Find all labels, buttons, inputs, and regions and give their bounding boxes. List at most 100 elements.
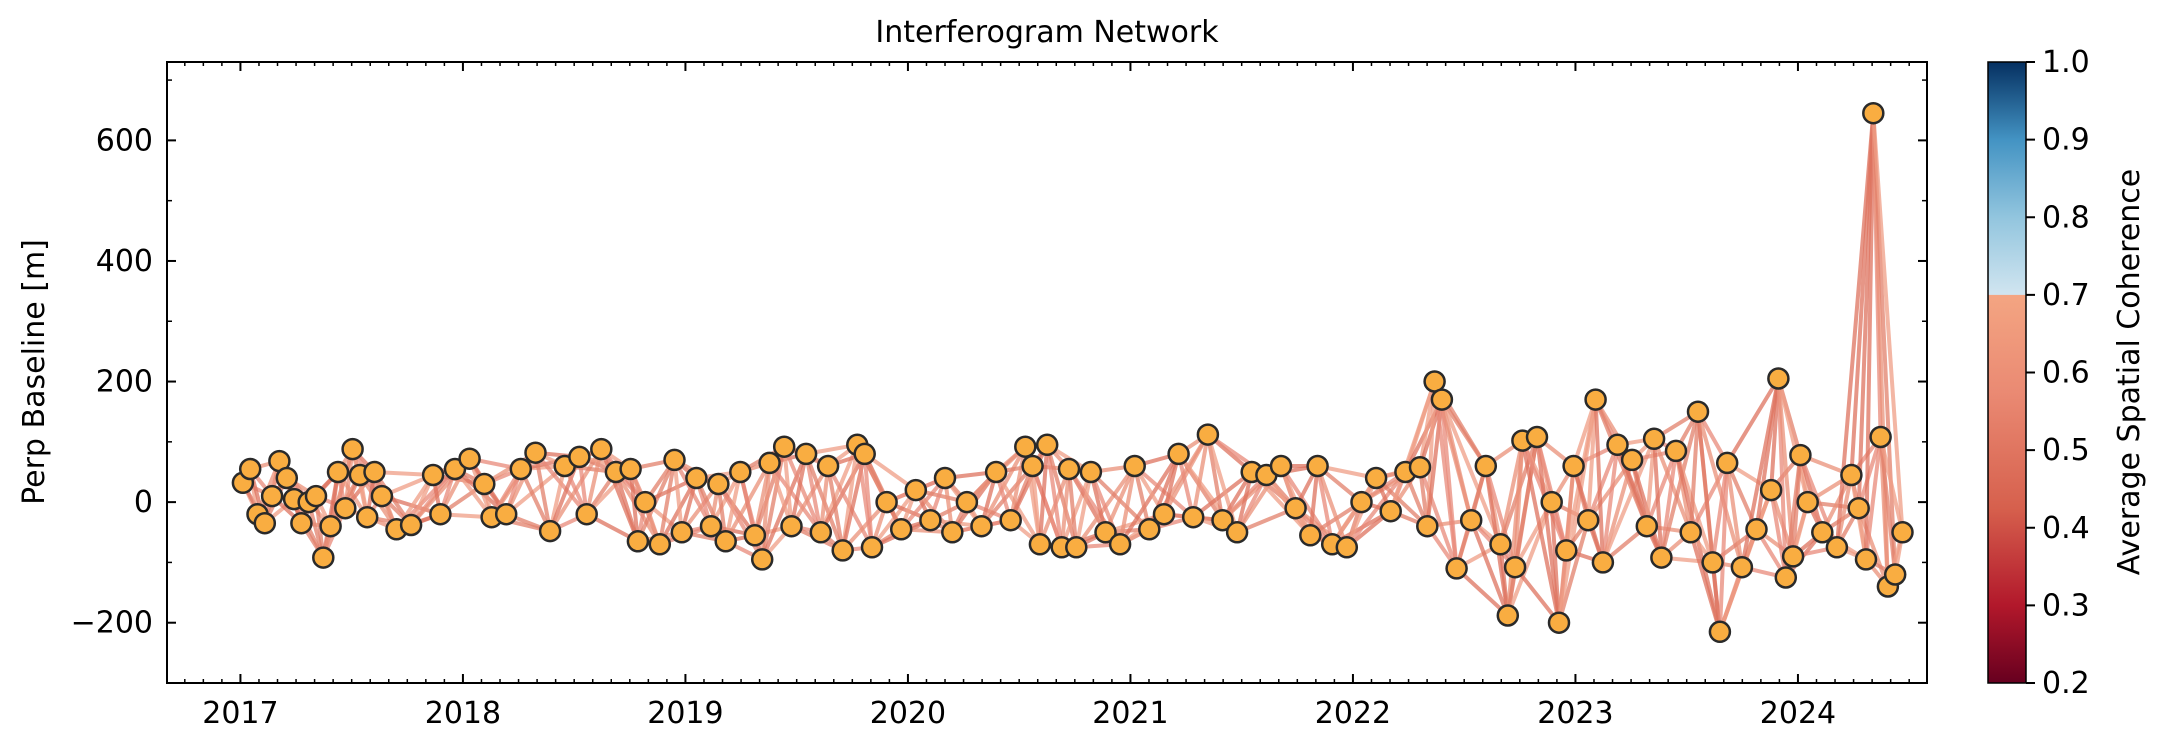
acquisition-point <box>1196 423 1220 446</box>
acquisition-point <box>1664 439 1688 463</box>
network-edge <box>504 450 538 517</box>
network-edge <box>1498 542 1510 618</box>
acquisition-point <box>1825 536 1849 559</box>
network-edge <box>1878 435 1905 535</box>
acquisition-point <box>633 490 657 514</box>
network-edge <box>1600 442 1620 565</box>
acquisition-point <box>1715 451 1739 475</box>
network-edge <box>1344 470 1408 550</box>
acquisition-point <box>780 514 803 538</box>
acquisition-point <box>933 466 957 490</box>
network-edge <box>1418 465 1459 571</box>
acquisition-point <box>1014 435 1037 458</box>
acquisition-point <box>772 435 796 458</box>
network-edge <box>1725 460 1744 570</box>
colorbar-tick-label: 0.5 <box>2042 433 2090 468</box>
network-edge <box>1644 436 1657 529</box>
network-edge <box>1008 444 1028 523</box>
network-edge <box>1315 464 1335 547</box>
acquisition-point <box>1730 555 1754 579</box>
network-edge <box>1513 565 1561 625</box>
acquisition-point <box>1108 533 1132 556</box>
acquisition-point <box>648 533 672 556</box>
acquisition-point <box>1028 533 1052 556</box>
acquisition-point <box>1591 551 1615 574</box>
acquisition-point <box>304 484 328 508</box>
network-edge <box>1864 111 1876 562</box>
acquisition-point <box>1408 455 1432 479</box>
x-tick-label: 2021 <box>1092 696 1168 731</box>
acquisition-point <box>1123 454 1146 478</box>
acquisition-point <box>1079 460 1103 484</box>
acquisition-point <box>473 472 496 496</box>
acquisition-point <box>875 490 898 514</box>
colorbar-tick-label: 0.6 <box>2042 356 2090 391</box>
acquisition-point <box>1284 496 1307 520</box>
acquisition-point <box>984 460 1008 484</box>
network-edge <box>1045 442 1079 550</box>
acquisition-point <box>1503 555 1527 579</box>
acquisition-point <box>429 502 452 526</box>
acquisition-point <box>794 442 818 466</box>
network-edge <box>1586 397 1598 523</box>
acquisition-point <box>1416 514 1439 538</box>
x-tick-label: 2019 <box>647 696 723 731</box>
network-edge <box>1696 409 1744 570</box>
acquisition-point <box>524 441 547 464</box>
network-edge <box>1045 442 1064 550</box>
network-edge <box>1600 436 1657 565</box>
network-edge <box>1505 500 1554 618</box>
acquisition-points <box>231 101 1914 644</box>
acquisition-point <box>1459 508 1483 532</box>
network-edge <box>1067 467 1079 550</box>
network-edge <box>1725 376 1781 465</box>
acquisition-point <box>341 437 364 461</box>
network-edge <box>1439 397 1503 547</box>
colorbar-label: Average Spatial Coherence <box>2112 169 2147 575</box>
acquisition-point <box>955 490 979 514</box>
network-edge <box>789 451 809 529</box>
network-edge <box>1717 460 1730 634</box>
acquisition-point <box>999 508 1022 532</box>
network-edge <box>1191 432 1210 520</box>
y-axis-label: Perp Baseline [m] <box>17 239 52 505</box>
acquisition-point <box>238 457 262 481</box>
network-edge <box>1403 379 1437 474</box>
acquisition-point <box>707 472 730 496</box>
network-edge <box>716 482 765 562</box>
network-edge <box>1374 476 1430 529</box>
acquisition-point <box>1854 548 1878 571</box>
acquisition-point <box>1562 454 1585 478</box>
acquisition-point <box>1759 478 1783 502</box>
acquisition-point <box>1306 454 1329 478</box>
acquisition-point <box>729 460 752 484</box>
acquisition-point <box>319 514 342 538</box>
acquisition-point <box>458 447 481 470</box>
acquisition-point <box>1555 539 1578 562</box>
y-tick-label: −200 <box>71 606 153 641</box>
y-axis: −200 0 200 400 600 <box>71 79 1927 641</box>
acquisition-point <box>1379 499 1402 523</box>
acquisition-point <box>1883 563 1907 586</box>
network-edge <box>1118 451 1181 547</box>
acquisition-point <box>816 454 840 478</box>
network-edge <box>979 464 1035 529</box>
network-edge <box>628 467 640 544</box>
network-edge <box>1118 464 1137 547</box>
acquisition-point <box>1299 524 1322 547</box>
acquisition-point <box>509 457 533 481</box>
acquisition-point <box>1540 490 1563 514</box>
colorbar-tick-label: 0.2 <box>2042 666 2090 701</box>
network-edge <box>1520 438 1561 625</box>
acquisition-point <box>758 451 781 475</box>
acquisition-point <box>334 496 357 520</box>
acquisition-point <box>1035 433 1059 457</box>
colorbar-tick-label: 0.8 <box>2042 200 2090 235</box>
acquisition-point <box>590 437 613 461</box>
acquisition-point <box>1811 521 1834 544</box>
acquisition-point <box>1430 388 1454 411</box>
network-edge <box>1878 435 1898 577</box>
network-edge <box>767 460 823 535</box>
y-tick-label: 0 <box>134 485 153 520</box>
acquisition-point <box>370 484 394 508</box>
